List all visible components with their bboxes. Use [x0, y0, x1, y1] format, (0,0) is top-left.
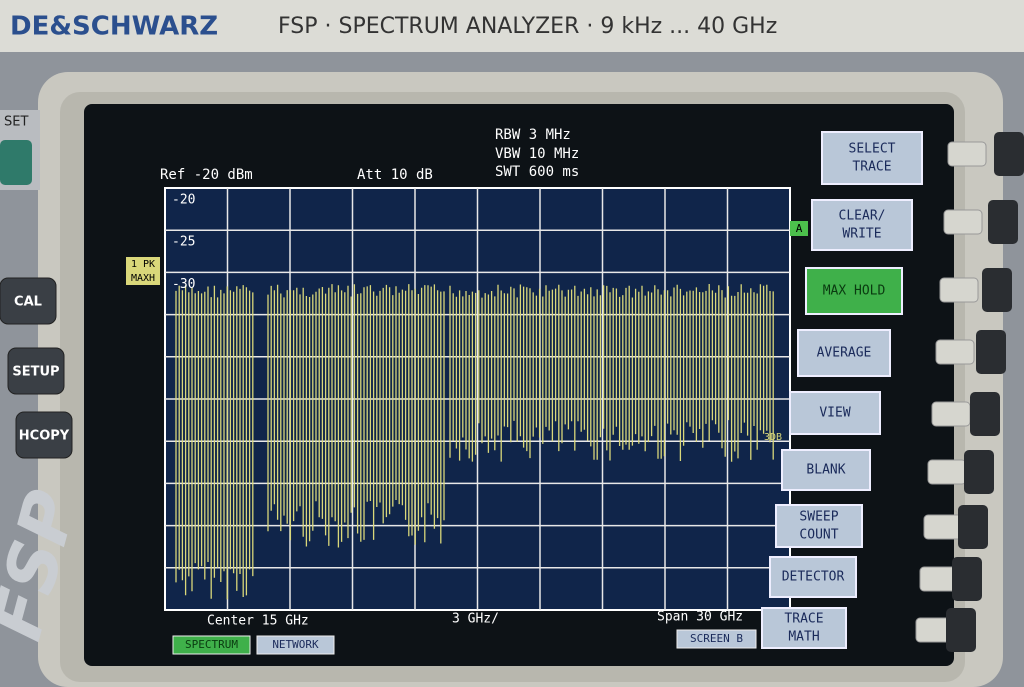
softkey-label: BLANK	[806, 463, 845, 478]
side-key[interactable]	[923, 514, 963, 540]
ref-level: Ref -20 dBm	[160, 167, 253, 183]
preset-key[interactable]	[0, 140, 32, 185]
trace	[175, 284, 774, 600]
trace-marker-badge	[790, 221, 808, 236]
setting-info: VBW 10 MHz	[495, 146, 579, 162]
softkey[interactable]	[805, 267, 903, 315]
softkey[interactable]	[761, 607, 847, 649]
header-strip	[0, 0, 1024, 52]
setting-info: RBW 3 MHz	[495, 127, 571, 143]
softkey-label: SELECT	[849, 142, 896, 157]
softkey[interactable]	[821, 131, 923, 185]
model: FSP · SPECTRUM ANALYZER · 9 kHz ... 40 G…	[278, 14, 777, 39]
trace-label: MAXH	[131, 273, 155, 284]
hard-key[interactable]	[15, 411, 73, 459]
softkey-label: TRACE	[852, 160, 891, 175]
hard-key-label: HCOPY	[19, 429, 70, 444]
side-key[interactable]	[939, 277, 979, 303]
footer-span: Span 30 GHz	[657, 610, 743, 625]
softkey-label: MATH	[788, 630, 819, 645]
y-label: -30	[172, 277, 195, 292]
hard-key-label: CAL	[14, 295, 42, 310]
screen-tab-label: NETWORK	[272, 638, 319, 651]
footer-div: 3 GHz/	[452, 612, 499, 627]
side-key[interactable]	[943, 209, 983, 235]
brand: DE&SCHWARZ	[10, 12, 218, 42]
softkey[interactable]	[769, 556, 857, 598]
side-key[interactable]	[935, 339, 975, 365]
side-key-cap[interactable]	[952, 557, 982, 601]
trace-label: 1 PK	[131, 259, 155, 270]
screen-tab-label: SPECTRUM	[185, 638, 238, 651]
footer-center: Center 15 GHz	[207, 614, 309, 629]
softkey[interactable]	[775, 504, 863, 548]
hard-key-label: SETUP	[12, 365, 59, 380]
side-key-cap[interactable]	[958, 505, 988, 549]
screen-tab-label: SCREEN B	[690, 632, 743, 645]
softkey-label: VIEW	[819, 406, 850, 421]
attenuation: Att 10 dB	[357, 167, 433, 183]
softkey[interactable]	[811, 199, 913, 251]
softkey-label: CLEAR/	[839, 209, 886, 224]
side-key-cap[interactable]	[988, 200, 1018, 244]
softkey[interactable]	[789, 391, 881, 435]
softkey-label: TRACE	[784, 612, 823, 627]
setting-info: SWT 600 ms	[495, 164, 579, 180]
screen-tab[interactable]	[172, 635, 251, 655]
softkey[interactable]	[781, 449, 871, 491]
side-key-cap[interactable]	[976, 330, 1006, 374]
preset-label: SET	[4, 115, 28, 130]
side-key-cap[interactable]	[994, 132, 1024, 176]
hard-key[interactable]	[0, 277, 57, 325]
side-key-cap[interactable]	[970, 392, 1000, 436]
softkey-label: MAX HOLD	[823, 284, 886, 299]
side-key-cap[interactable]	[982, 268, 1012, 312]
trace-marker: A	[796, 222, 803, 235]
softkey-label: WRITE	[842, 227, 881, 242]
trace-badge	[126, 257, 160, 285]
y-label: -25	[172, 235, 195, 250]
y-label: -20	[172, 193, 195, 208]
side-marker: 3DB	[764, 432, 782, 443]
screen-tab[interactable]	[676, 629, 757, 649]
side-key-cap[interactable]	[964, 450, 994, 494]
softkey-label: AVERAGE	[817, 346, 872, 361]
softkey-label: COUNT	[799, 528, 838, 543]
softkey-label: SWEEP	[799, 510, 838, 525]
side-key-cap[interactable]	[946, 608, 976, 652]
screen-tab[interactable]	[256, 635, 335, 655]
side-key[interactable]	[927, 459, 967, 485]
side-key[interactable]	[931, 401, 971, 427]
softkey[interactable]	[797, 329, 891, 377]
side-key[interactable]	[947, 141, 987, 167]
softkey-label: DETECTOR	[782, 570, 845, 585]
hard-key[interactable]	[7, 347, 65, 395]
